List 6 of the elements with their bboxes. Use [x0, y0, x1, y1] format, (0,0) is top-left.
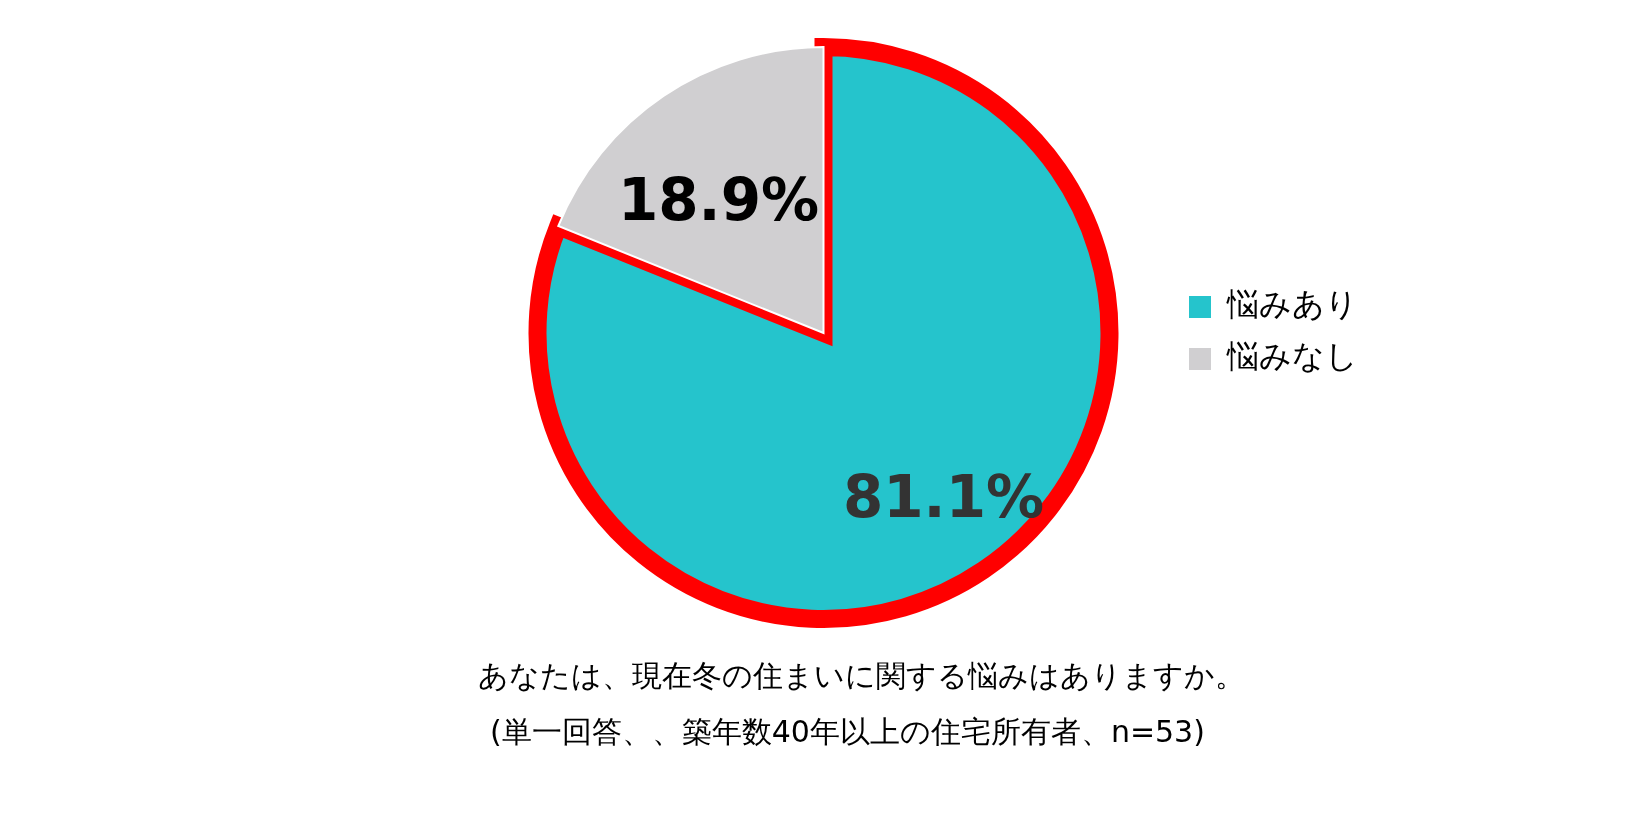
text: (単一回答、、築年数40年以上の住宅所有者、n=53) — [489, 713, 1206, 751]
data-label: 81.1% — [842, 462, 1045, 531]
text: あなたは、現在冬の住まいに関する悩みはありますか。 — [478, 657, 1246, 695]
legend-label: 悩みなし — [1226, 337, 1358, 376]
data-label: 18.9% — [617, 165, 820, 234]
legend-label: 悩みあり — [1226, 285, 1358, 324]
